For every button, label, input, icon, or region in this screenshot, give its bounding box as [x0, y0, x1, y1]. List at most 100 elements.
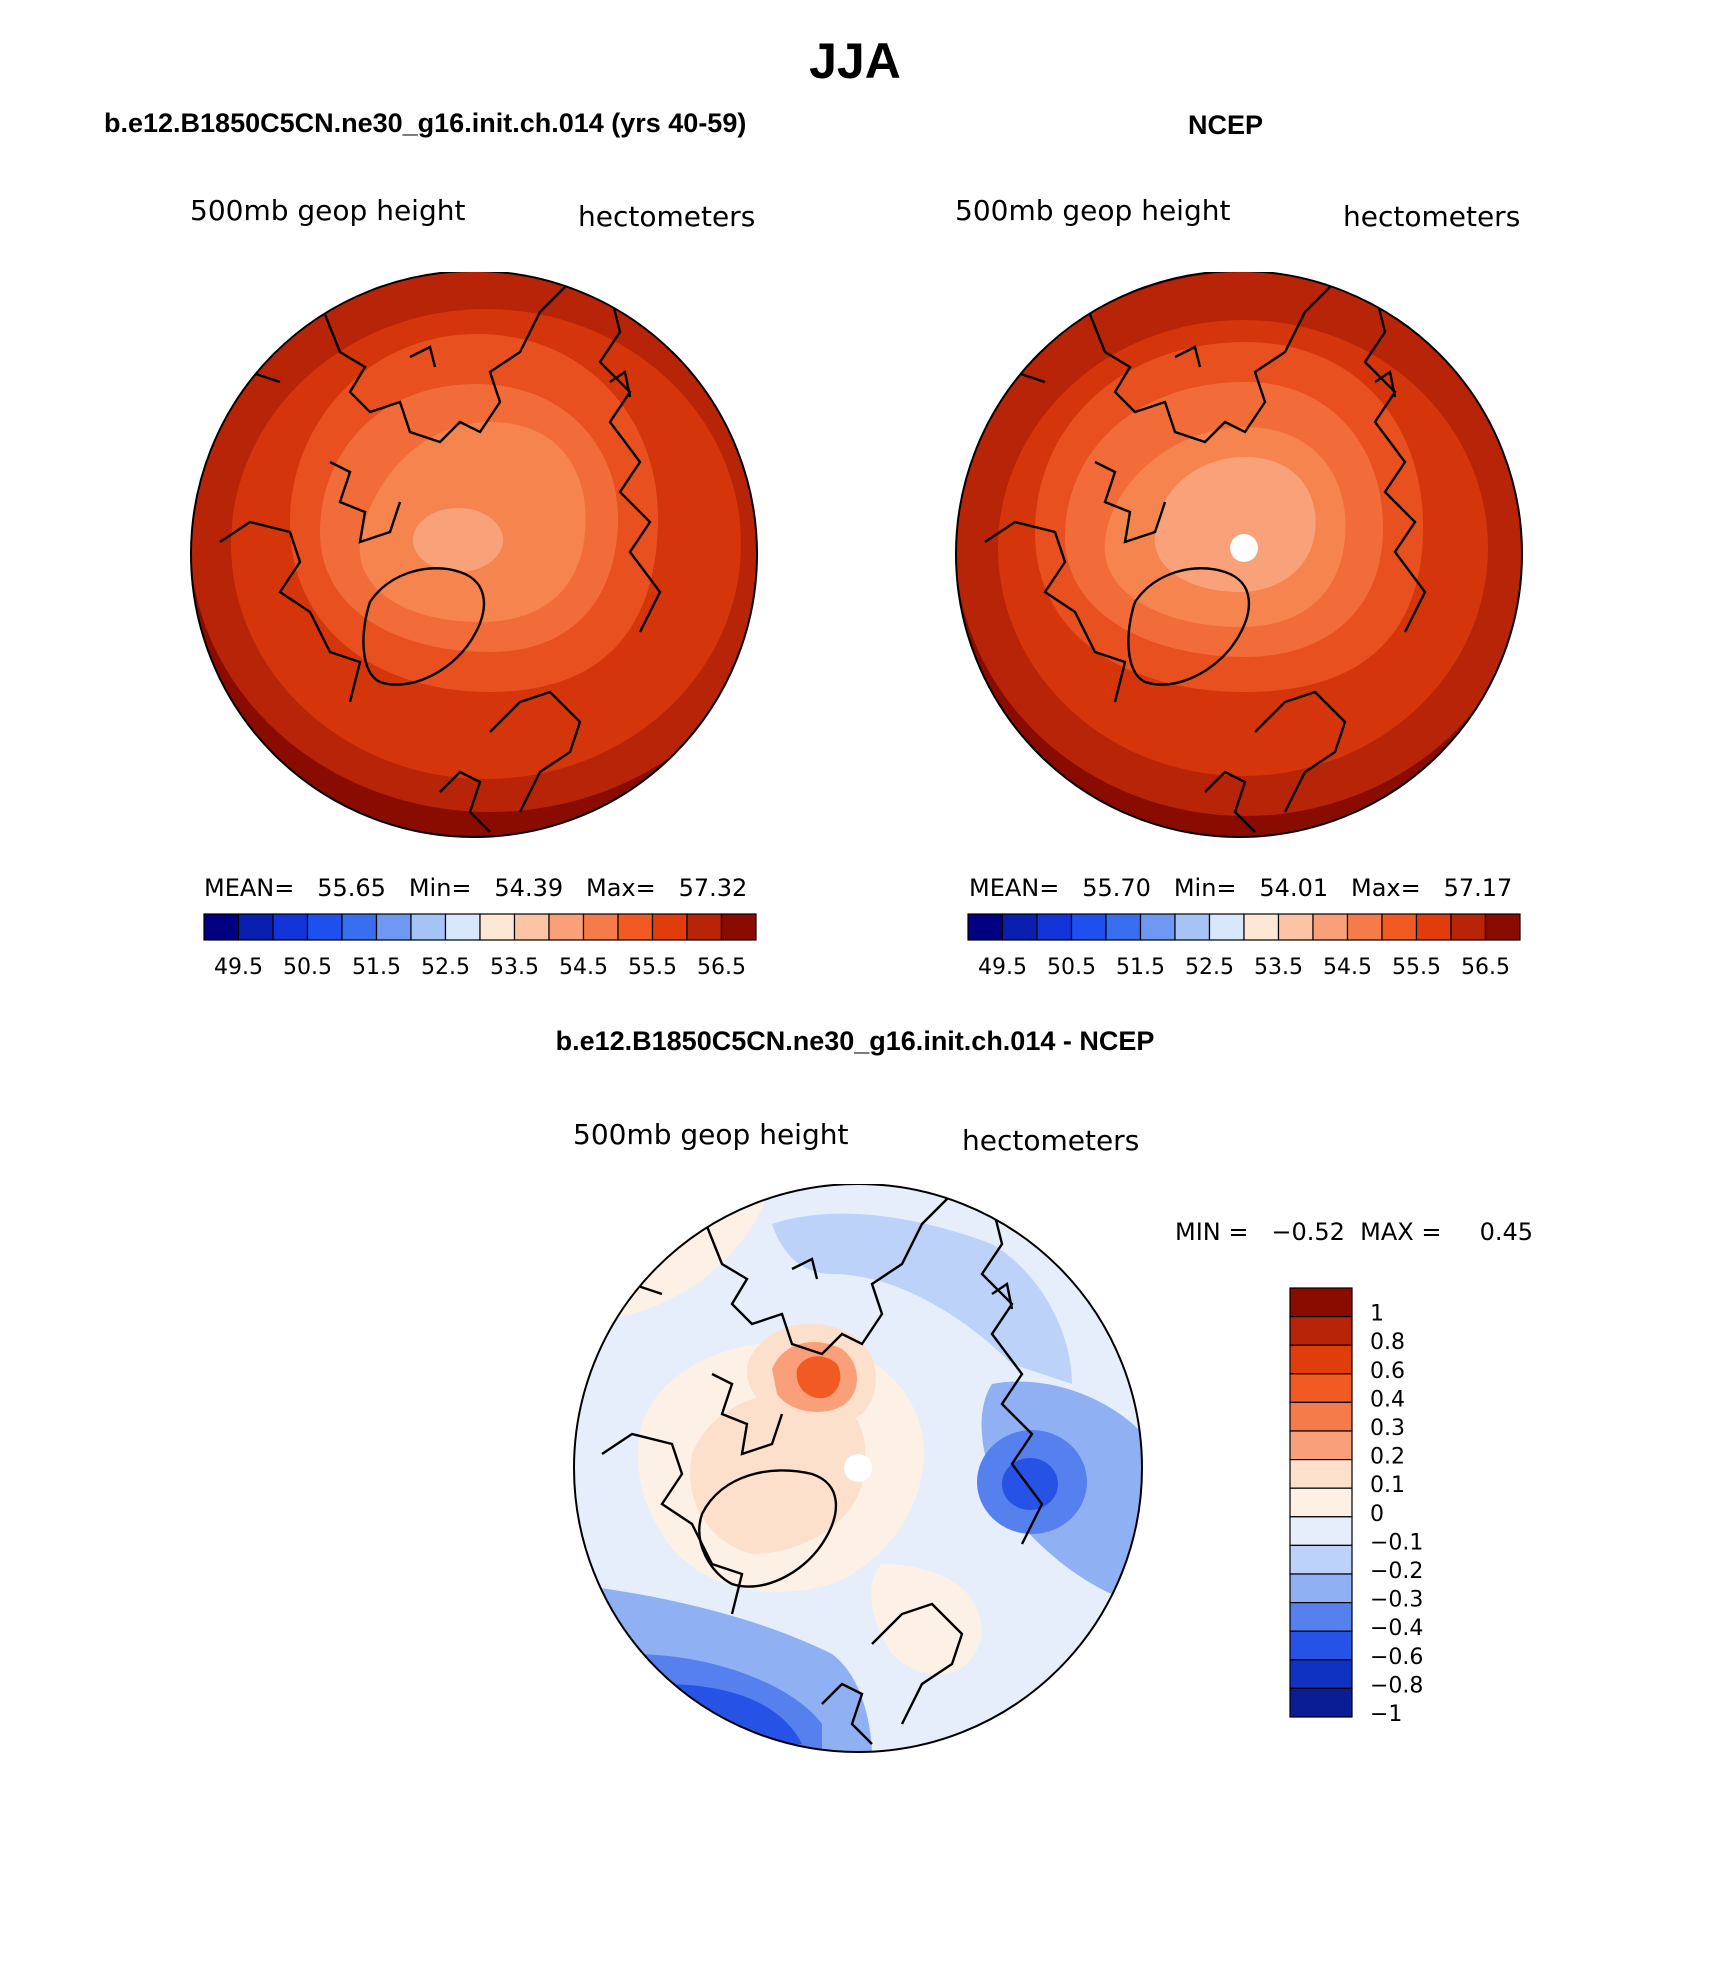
- panel3-left-label: 500mb geop height: [573, 1118, 849, 1151]
- colorbar-box: [375, 913, 412, 941]
- colorbar-tick-label: −1: [1370, 1702, 1402, 1727]
- panel2-colorbar: 49.5 50.5 51.5 52.5 53.5 54.5 55.5 56.5: [967, 913, 1521, 980]
- colorbar-tick-label: 0.2: [1370, 1445, 1405, 1470]
- colorbar-tick-label: 0.6: [1370, 1359, 1405, 1384]
- colorbar-tick-label: 1: [1370, 1302, 1384, 1327]
- panel3-map: [573, 1184, 1143, 1753]
- colorbar-tick-label: −0.8: [1370, 1673, 1423, 1698]
- panel1-map: [190, 272, 758, 838]
- colorbar-tick-label: 50.5: [283, 955, 332, 980]
- colorbar-box: [1070, 913, 1107, 941]
- colorbar-box: [617, 913, 654, 941]
- coastlines: [979, 281, 1427, 833]
- colorbar-box: [1105, 913, 1142, 941]
- colorbar-box: [1289, 1344, 1353, 1375]
- panel1-stats: MEAN= 55.65 Min= 54.39 Max= 57.32: [204, 874, 748, 902]
- colorbar-box: [1289, 1401, 1353, 1432]
- colorbar-box: [1415, 913, 1452, 941]
- colorbar-box: [410, 913, 447, 941]
- height-band-54: [413, 508, 503, 572]
- panel2-title: NCEP: [1188, 110, 1264, 140]
- colorbar-tick-label: −0.6: [1370, 1645, 1423, 1670]
- colorbar-tick-label: −0.2: [1370, 1559, 1423, 1584]
- colorbar-box: [1277, 913, 1314, 941]
- colorbar-box: [513, 913, 550, 941]
- colorbar-tick-label: 0.1: [1370, 1473, 1405, 1498]
- colorbar-box: [1208, 913, 1245, 941]
- colorbar-box: [1289, 1373, 1353, 1404]
- pole-missing-data: [844, 1454, 872, 1482]
- colorbar-box: [1484, 913, 1521, 941]
- panel1-right-label: hectometers: [578, 200, 756, 233]
- colorbar-box: [237, 913, 274, 941]
- coastlines: [214, 281, 662, 833]
- colorbar-box: [1289, 1316, 1353, 1346]
- page-title: JJA: [809, 33, 901, 89]
- colorbar-box: [1346, 913, 1383, 941]
- colorbar-tick-label: 53.5: [490, 955, 539, 980]
- colorbar-tick-label: 52.5: [421, 955, 470, 980]
- colorbar-tick-label: 0: [1370, 1502, 1384, 1527]
- colorbar-box: [1381, 913, 1418, 941]
- panel3-stats: MIN = −0.52 MAX = 0.45: [1175, 1218, 1534, 1246]
- colorbar-box: [341, 913, 378, 941]
- colorbar-box: [1289, 1573, 1353, 1604]
- colorbar-tick-label: 49.5: [978, 955, 1027, 980]
- colorbar-box: [444, 913, 481, 941]
- height-band-54: [1154, 457, 1316, 592]
- colorbar-box: [1289, 1659, 1353, 1689]
- colorbar-box: [967, 913, 1004, 941]
- colorbar-box: [1289, 1516, 1353, 1547]
- colorbar-box: [1036, 913, 1073, 941]
- colorbar-box: [306, 913, 343, 941]
- colorbar-box: [1289, 1544, 1353, 1575]
- panel2-map: [955, 272, 1523, 838]
- colorbar-box: [203, 913, 240, 941]
- colorbar-box: [1289, 1687, 1353, 1718]
- colorbar-box: [1001, 913, 1038, 941]
- colorbar-tick-label: 50.5: [1047, 955, 1096, 980]
- colorbar-box: [1289, 1630, 1353, 1661]
- colorbar-box: [1139, 913, 1176, 941]
- panel1-colorbar: 49.5 50.5 51.5 52.5 53.5 54.5 55.5 56.5: [203, 913, 757, 980]
- colorbar-box: [1289, 1459, 1353, 1489]
- panel3-colorbar: 1 0.8 0.6 0.4 0.3 0.2 0.1 0 −0.1 −0.2 −0.3 −0.4 −0.6…: [1289, 1287, 1423, 1727]
- colorbar-tick-label: 51.5: [352, 955, 401, 980]
- panel2-stats: MEAN= 55.70 Min= 54.01 Max= 57.17: [969, 874, 1513, 902]
- panel1-title: b.e12.B1850C5CN.ne30_g16.init.ch.014 (yr…: [104, 108, 747, 138]
- colorbar-tick-label: 55.5: [1392, 955, 1441, 980]
- colorbar-tick-label: 56.5: [1461, 955, 1510, 980]
- colorbar-box: [651, 913, 688, 941]
- diff-band-pos01c: [871, 1564, 982, 1675]
- colorbar-box: [1289, 1430, 1353, 1461]
- colorbar-box: [479, 913, 516, 941]
- colorbar-tick-label: 52.5: [1185, 955, 1234, 980]
- colorbar-tick-label: 56.5: [697, 955, 746, 980]
- panel3-right-label: hectometers: [962, 1124, 1140, 1157]
- colorbar-box: [582, 913, 619, 941]
- colorbar-tick-label: 49.5: [214, 955, 263, 980]
- pole-missing-data: [1230, 534, 1258, 562]
- colorbar-tick-label: 51.5: [1116, 955, 1165, 980]
- colorbar-box: [1289, 1602, 1353, 1632]
- colorbar-tick-label: 0.3: [1370, 1416, 1405, 1441]
- colorbar-tick-label: −0.1: [1370, 1530, 1423, 1555]
- colorbar-box: [1289, 1287, 1353, 1318]
- diff-title: b.e12.B1850C5CN.ne30_g16.init.ch.014 - N…: [555, 1026, 1155, 1056]
- diff-band-pos02: [690, 1391, 866, 1554]
- colorbar-tick-label: −0.3: [1370, 1588, 1423, 1613]
- panel1-left-label: 500mb geop height: [190, 194, 466, 227]
- colorbar-box: [686, 913, 723, 941]
- colorbar-box: [1289, 1487, 1353, 1518]
- panel2-left-label: 500mb geop height: [955, 194, 1231, 227]
- colorbar-box: [1312, 913, 1349, 941]
- colorbar-box: [1243, 913, 1280, 941]
- colorbar-tick-label: 53.5: [1254, 955, 1303, 980]
- colorbar-box: [272, 913, 309, 941]
- colorbar-tick-label: −0.4: [1370, 1616, 1423, 1641]
- diff-band-pos04: [796, 1356, 841, 1399]
- colorbar-tick-label: 54.5: [1323, 955, 1372, 980]
- diff-band-neg06: [1002, 1458, 1058, 1510]
- panel2-right-label: hectometers: [1343, 200, 1521, 233]
- colorbar-tick-label: 0.8: [1370, 1330, 1405, 1355]
